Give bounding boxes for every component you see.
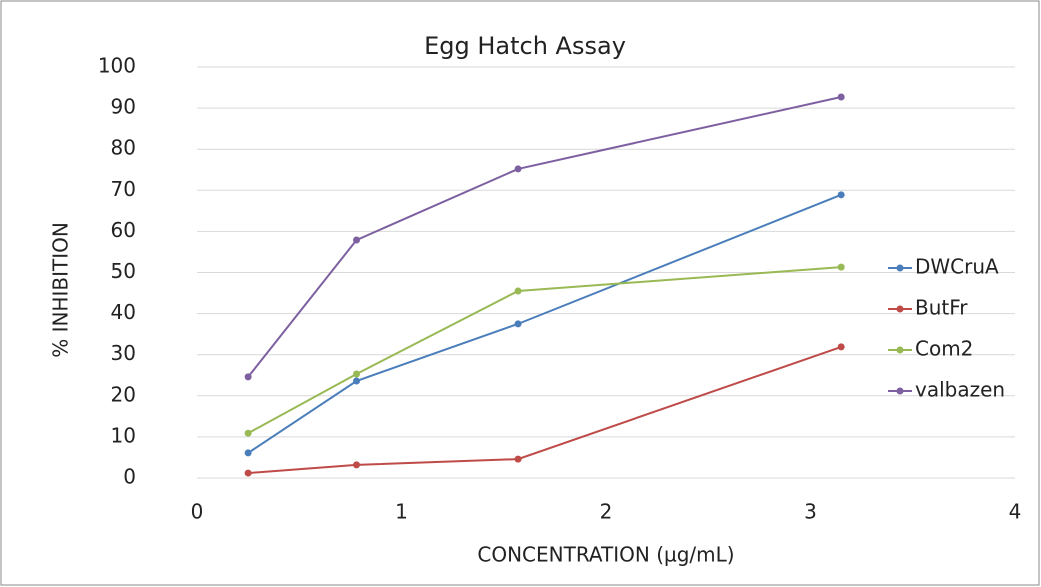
data-point <box>837 93 845 101</box>
y-tick-label: 70 <box>111 177 136 201</box>
legend-label: valbazen <box>915 378 1005 402</box>
y-tick-label: 100 <box>98 54 136 78</box>
y-tick-label: 0 <box>123 465 136 489</box>
data-point <box>514 320 522 328</box>
data-point <box>244 449 252 457</box>
x-tick-label: 2 <box>600 500 613 524</box>
x-tick-label: 4 <box>1009 500 1022 524</box>
series-line <box>247 193 842 454</box>
y-tick-label: 10 <box>111 423 136 447</box>
y-tick-label: 50 <box>111 259 136 283</box>
chart-title: Egg Hatch Assay <box>424 32 626 60</box>
series-line <box>247 96 842 378</box>
x-tick-label: 0 <box>191 500 204 524</box>
y-tick-label: 60 <box>111 218 136 242</box>
legend-marker <box>896 305 904 313</box>
legend-marker <box>896 387 904 395</box>
data-point <box>837 191 845 199</box>
x-axis-label: CONCENTRATION (µg/mL) <box>477 543 734 567</box>
x-tick-label: 1 <box>395 500 408 524</box>
y-tick-label: 90 <box>111 95 136 119</box>
data-point <box>514 165 522 173</box>
data-point <box>353 377 361 385</box>
y-tick-label: 80 <box>111 136 136 160</box>
legend-marker <box>896 264 904 272</box>
data-point <box>837 263 845 271</box>
y-tick-label: 30 <box>111 341 136 365</box>
y-tick-label: 40 <box>111 300 136 324</box>
legend-marker <box>896 346 904 354</box>
data-point <box>244 373 252 381</box>
legend-label: DWCruA <box>915 255 999 279</box>
series-line <box>247 266 842 435</box>
data-point <box>353 236 361 244</box>
data-point <box>353 370 361 378</box>
data-point <box>837 343 845 351</box>
data-point <box>244 469 252 477</box>
data-point <box>353 461 361 469</box>
data-point <box>514 455 522 463</box>
data-point <box>244 429 252 437</box>
series-line <box>248 345 842 475</box>
legend-label: Com2 <box>915 337 973 361</box>
legend-label: ButFr <box>915 296 968 320</box>
y-axis-label: % INHIBITION <box>49 222 73 358</box>
x-tick-label: 3 <box>804 500 817 524</box>
data-point <box>514 287 522 295</box>
y-tick-label: 20 <box>111 382 136 406</box>
